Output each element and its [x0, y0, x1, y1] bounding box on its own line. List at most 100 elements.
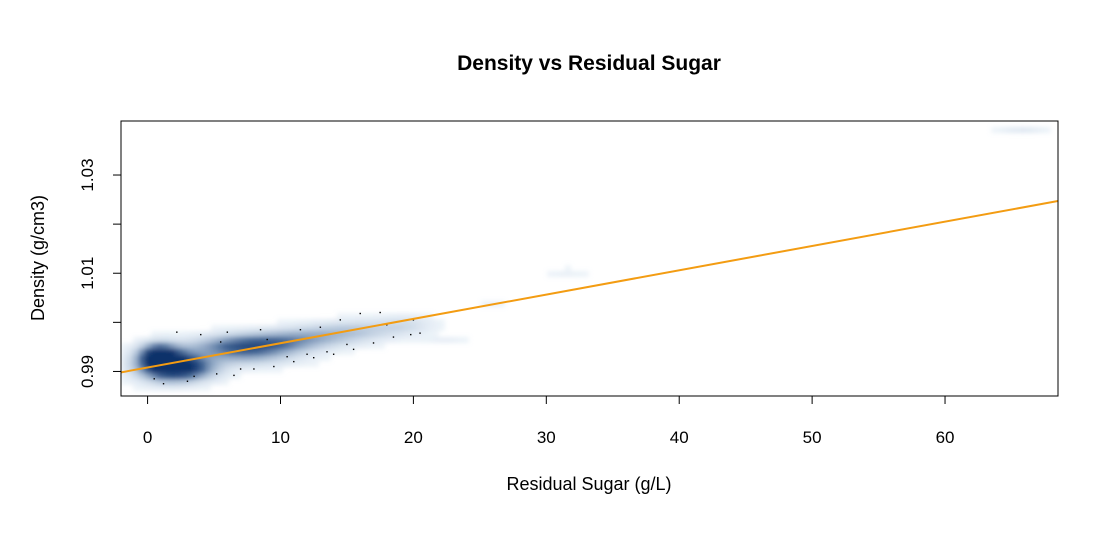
density-cell: [427, 331, 433, 337]
density-cell: [397, 337, 403, 343]
density-cell: [331, 343, 337, 349]
density-cell: [211, 349, 217, 355]
density-cell: [241, 355, 247, 361]
density-cell: [385, 337, 391, 343]
density-cell: [217, 373, 223, 379]
density-cell: [223, 361, 229, 367]
chart-title: Density vs Residual Sugar: [457, 52, 721, 75]
density-cell: [307, 319, 313, 325]
density-cell: [295, 325, 301, 331]
density-cell: [547, 271, 553, 277]
data-point: [346, 343, 348, 346]
density-cell: [151, 379, 157, 385]
density-cell: [259, 349, 265, 355]
density-cell: [163, 373, 169, 379]
density-cell: [373, 331, 379, 337]
density-cell: [319, 355, 325, 361]
density-cell: [193, 367, 199, 373]
density-cell: [253, 325, 259, 331]
density-cell: [211, 355, 217, 361]
density-cell: [259, 337, 265, 343]
density-cell: [157, 367, 163, 373]
density-cell: [403, 331, 409, 337]
density-cell: [421, 325, 427, 331]
density-cell: [205, 343, 211, 349]
density-cell: [289, 349, 295, 355]
density-cell: [1027, 127, 1033, 133]
density-cell: [127, 379, 133, 385]
density-cell: [301, 337, 307, 343]
density-cell: [367, 343, 373, 349]
density-cell: [139, 373, 145, 379]
density-cell: [349, 325, 355, 331]
y-tick-label: 1.03: [78, 158, 97, 191]
density-cell: [151, 361, 157, 367]
density-cell: [289, 331, 295, 337]
x-tick-label: 0: [143, 428, 152, 447]
density-cell: [325, 355, 331, 361]
density-cell: [139, 343, 145, 349]
density-cell: [439, 319, 445, 325]
density-cell: [301, 355, 307, 361]
density-cell: [1021, 127, 1027, 133]
density-cell: [385, 313, 391, 319]
density-cell: [313, 361, 319, 367]
density-cell: [169, 367, 175, 373]
regression-line-layer: [121, 200, 1058, 374]
density-cell: [397, 331, 403, 337]
density-cell: [445, 337, 451, 343]
density-cell: [451, 337, 457, 343]
density-cell: [481, 301, 487, 307]
density-cell: [133, 349, 139, 355]
data-point: [186, 380, 189, 382]
density-raster: [121, 127, 1051, 391]
density-cell: [205, 331, 211, 337]
density-cell: [433, 331, 439, 337]
density-cell: [175, 379, 181, 385]
density-cell: [235, 331, 241, 337]
density-cell: [253, 337, 259, 343]
density-cell: [265, 367, 271, 373]
density-cell: [181, 337, 187, 343]
density-cell: [187, 379, 193, 385]
data-point: [352, 348, 355, 351]
density-cell: [283, 325, 289, 331]
density-cell: [343, 325, 349, 331]
density-cell: [205, 373, 211, 379]
density-cell: [307, 331, 313, 337]
density-cell: [457, 337, 463, 343]
density-cell: [415, 337, 421, 343]
density-cell: [163, 379, 169, 385]
density-cell: [577, 271, 583, 277]
density-cell: [121, 349, 127, 355]
density-cell: [379, 325, 385, 331]
density-cell: [187, 349, 193, 355]
density-cell: [205, 361, 211, 367]
density-cell: [241, 367, 247, 373]
density-cell: [223, 343, 229, 349]
density-cell: [205, 349, 211, 355]
density-cell: [319, 331, 325, 337]
density-cell: [265, 337, 271, 343]
density-cell: [211, 331, 217, 337]
density-cell: [325, 337, 331, 343]
density-cell: [307, 355, 313, 361]
data-point: [200, 333, 202, 336]
density-cell: [199, 379, 205, 385]
density-cell: [163, 337, 169, 343]
data-point: [410, 333, 412, 336]
density-cell: [271, 361, 277, 367]
density-cell: [145, 355, 151, 361]
density-cell: [337, 325, 343, 331]
density-cell: [259, 361, 265, 367]
density-cell: [187, 385, 193, 391]
density-cell: [193, 331, 199, 337]
density-cell: [373, 319, 379, 325]
x-tick-label: 10: [271, 428, 290, 447]
density-cell: [121, 379, 127, 385]
density-cell: [217, 331, 223, 337]
data-point: [392, 336, 395, 338]
density-cell: [397, 313, 403, 319]
density-cell: [349, 331, 355, 337]
